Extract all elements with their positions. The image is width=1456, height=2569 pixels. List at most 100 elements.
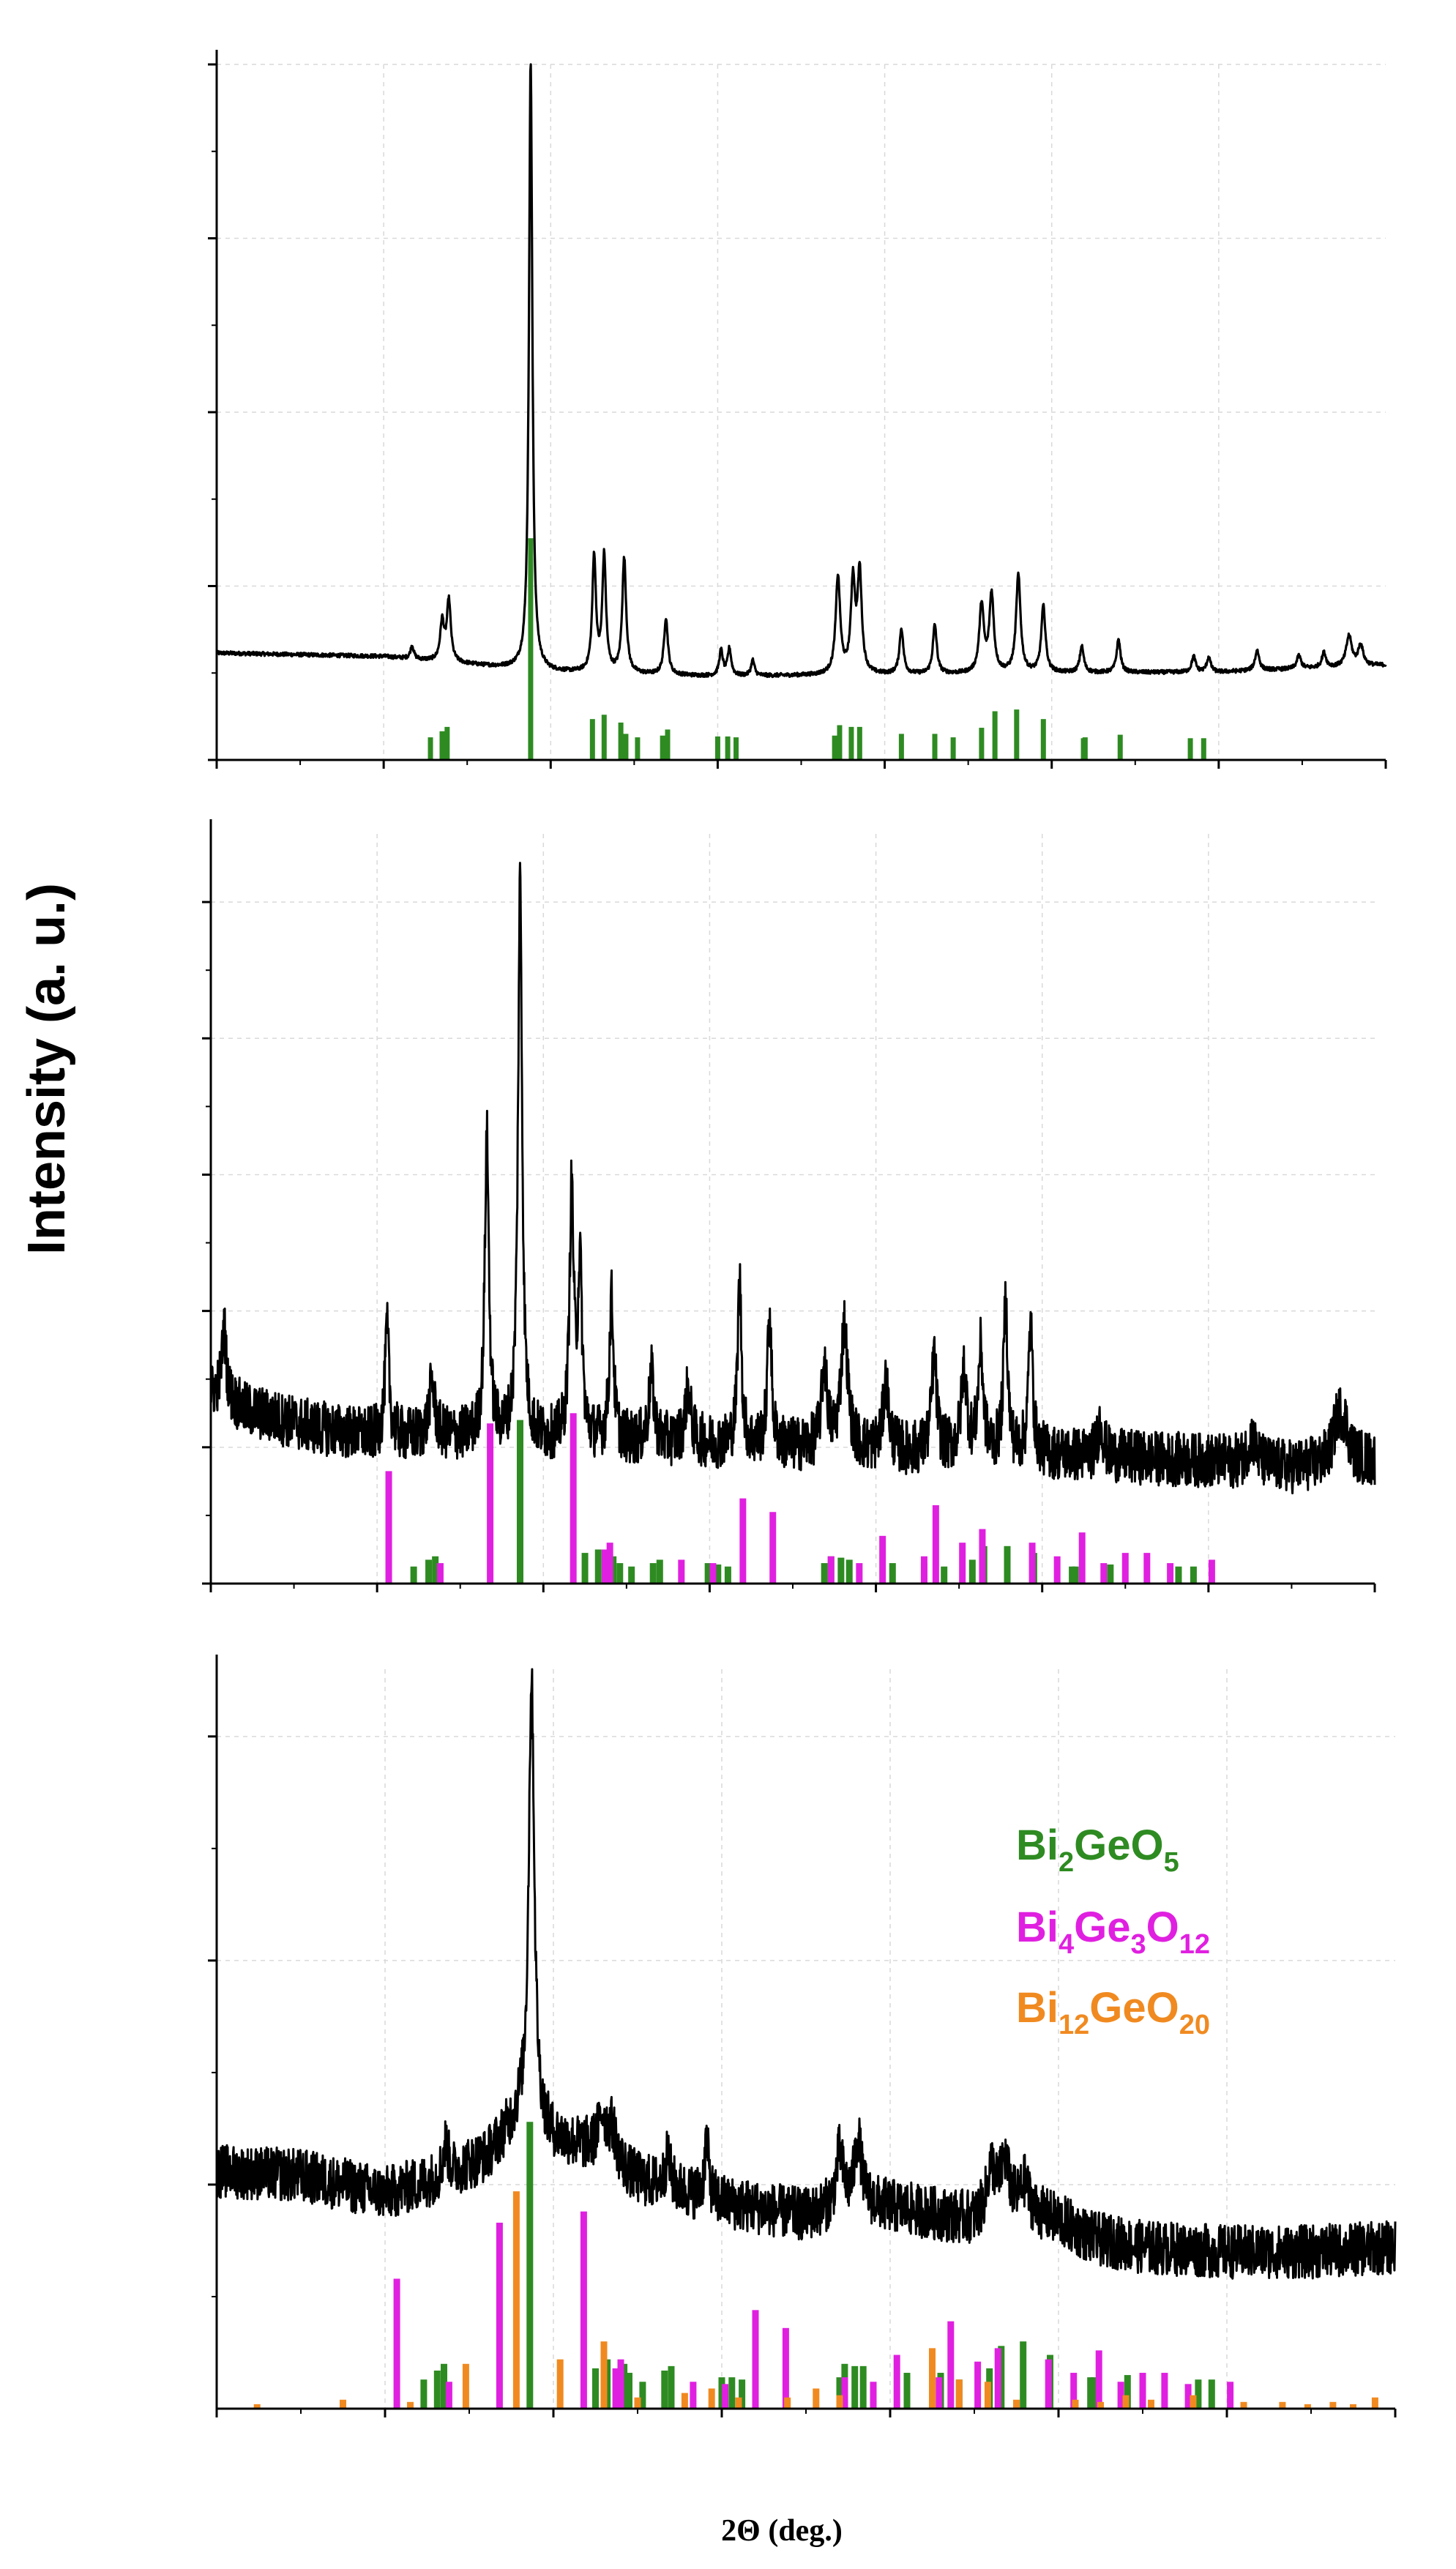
ref-bar-Bi12GeO20 <box>735 2397 742 2409</box>
reference-Bi12GeO20 <box>253 2191 1378 2409</box>
ref-bar-Bi4Ge3O12 <box>1070 2373 1078 2409</box>
ref-bar-Bi2GeO5 <box>441 2363 447 2409</box>
ref-bar-Bi12GeO20 <box>929 2348 936 2409</box>
ref-bar-Bi2GeO5 <box>836 2377 843 2409</box>
ref-bar-Bi4Ge3O12 <box>487 1423 494 1584</box>
ref-bar-Bi2GeO5 <box>1187 738 1193 760</box>
ref-bar-Bi2GeO5 <box>739 2379 746 2409</box>
ref-bar-Bi12GeO20 <box>784 2397 791 2409</box>
ref-bar-Bi2GeO5 <box>639 2382 646 2409</box>
ref-bar-Bi4Ge3O12 <box>709 1563 717 1584</box>
ref-bar-Bi2GeO5 <box>626 2373 632 2409</box>
ref-bar-Bi12GeO20 <box>253 2404 261 2409</box>
ref-bar-Bi2GeO5 <box>610 1556 617 1584</box>
ref-bar-Bi2GeO5 <box>604 2359 611 2409</box>
legend-subscript: 3 <box>1131 1929 1146 1960</box>
ref-bar-Bi2GeO5 <box>998 2346 1005 2409</box>
ref-bar-Bi4Ge3O12 <box>841 2377 848 2409</box>
ref-bar-Bi4Ge3O12 <box>617 2359 624 2409</box>
ref-bar-Bi12GeO20 <box>340 2399 346 2409</box>
ref-bar-Bi2GeO5 <box>856 726 862 760</box>
ref-bar-Bi2GeO5 <box>410 1566 417 1584</box>
ref-bar-Bi2GeO5 <box>656 1559 663 1584</box>
ref-bar-Bi2GeO5 <box>1195 2379 1202 2409</box>
panel-2 <box>208 1655 1397 2417</box>
ref-bar-Bi4Ge3O12 <box>1028 1543 1036 1584</box>
ref-bar-Bi12GeO20 <box>1240 2401 1247 2409</box>
ref-bar-Bi2GeO5 <box>714 1564 722 1584</box>
ref-bar-Bi2GeO5 <box>1175 1566 1182 1584</box>
ref-bar-Bi2GeO5 <box>1014 709 1020 760</box>
ref-bar-Bi12GeO20 <box>1190 2395 1197 2409</box>
ref-bar-Bi12GeO20 <box>512 2191 520 2409</box>
ref-bar-Bi2GeO5 <box>718 2377 725 2409</box>
ref-bar-Bi2GeO5 <box>665 729 671 760</box>
ref-bar-Bi12GeO20 <box>1013 2399 1020 2409</box>
ref-bar-Bi2GeO5 <box>1124 2375 1131 2409</box>
ref-bar-Bi2GeO5 <box>968 1559 976 1584</box>
panel-1 <box>202 819 1376 1592</box>
ref-bar-Bi12GeO20 <box>600 2341 608 2409</box>
ref-bar-Bi2GeO5 <box>821 1563 828 1584</box>
ref-bar-Bi12GeO20 <box>1122 2395 1130 2409</box>
ref-bar-Bi2GeO5 <box>932 734 938 760</box>
reference-Bi4Ge3O12 <box>393 2211 1234 2409</box>
legend-subscript: 5 <box>1164 1847 1179 1878</box>
ref-bar-Bi2GeO5 <box>889 1563 896 1584</box>
ref-bar-Bi2GeO5 <box>649 1563 657 1584</box>
ref-bar-Bi2GeO5 <box>725 736 731 760</box>
ref-bar-Bi2GeO5 <box>444 726 450 760</box>
panel-0 <box>208 50 1387 769</box>
legend-subscript: 20 <box>1179 2010 1210 2040</box>
ref-bar-Bi2GeO5 <box>628 1566 635 1584</box>
reference-Bi4Ge3O12 <box>385 1413 1215 1584</box>
ref-bar-Bi4Ge3O12 <box>385 1471 392 1584</box>
ref-bar-Bi2GeO5 <box>428 737 433 760</box>
ref-bar-Bi2GeO5 <box>979 728 985 760</box>
ref-bar-Bi4Ge3O12 <box>1045 2359 1052 2409</box>
ref-bar-Bi2GeO5 <box>903 2373 911 2409</box>
ref-bar-Bi2GeO5 <box>594 1549 602 1584</box>
ref-bar-Bi2GeO5 <box>1069 1566 1076 1584</box>
ref-bar-Bi4Ge3O12 <box>947 2321 955 2409</box>
ref-bar-Bi2GeO5 <box>660 735 665 760</box>
ref-bar-Bi12GeO20 <box>1097 2401 1104 2409</box>
legend-text-part: GeO <box>1089 1984 1179 2032</box>
ref-bar-Bi4Ge3O12 <box>959 1543 966 1584</box>
ref-bar-Bi4Ge3O12 <box>739 1498 747 1584</box>
legend-entry: Bi12GeO20 <box>1016 1984 1210 2040</box>
ref-bar-Bi12GeO20 <box>813 2388 820 2409</box>
ref-bar-Bi4Ge3O12 <box>1095 2350 1102 2409</box>
ref-bar-Bi2GeO5 <box>1040 719 1046 760</box>
ref-bar-Bi2GeO5 <box>1090 2377 1097 2409</box>
ref-bar-Bi2GeO5 <box>714 736 720 760</box>
reference-Bi2GeO5 <box>428 538 1206 760</box>
ref-bar-Bi2GeO5 <box>704 1563 712 1584</box>
ref-bar-Bi4Ge3O12 <box>752 2310 759 2409</box>
ref-bar-Bi4Ge3O12 <box>606 1543 613 1584</box>
legend-subscript: 12 <box>1179 1929 1210 1960</box>
ref-bar-Bi12GeO20 <box>1072 2399 1079 2409</box>
ref-bar-Bi4Ge3O12 <box>436 1563 444 1584</box>
ref-bar-Bi2GeO5 <box>848 726 854 760</box>
ref-bar-Bi12GeO20 <box>1304 2404 1311 2409</box>
ref-bar-Bi2GeO5 <box>733 737 739 760</box>
ref-bar-Bi2GeO5 <box>1072 1566 1079 1584</box>
legend-text-part: Bi <box>1016 1984 1059 2032</box>
ref-bar-Bi2GeO5 <box>859 2365 867 2409</box>
ref-bar-Bi4Ge3O12 <box>580 2211 587 2409</box>
ref-bar-Bi2GeO5 <box>1107 1564 1114 1584</box>
ref-bar-Bi2GeO5 <box>618 722 624 760</box>
ref-bar-Bi4Ge3O12 <box>690 2382 697 2409</box>
ref-bar-Bi2GeO5 <box>616 1563 624 1584</box>
ref-bar-Bi2GeO5 <box>528 538 534 760</box>
ref-bar-Bi12GeO20 <box>462 2363 469 2409</box>
ref-bar-Bi12GeO20 <box>556 2359 564 2409</box>
ref-bar-Bi2GeO5 <box>581 1553 589 1584</box>
ref-bar-Bi2GeO5 <box>1087 2377 1094 2409</box>
ref-bar-Bi4Ge3O12 <box>1139 2373 1146 2409</box>
ref-bar-Bi2GeO5 <box>621 2363 628 2409</box>
ref-bar-Bi2GeO5 <box>837 1557 845 1584</box>
ref-bar-Bi2GeO5 <box>623 734 629 760</box>
legend-text-part: Bi <box>1016 1822 1059 1869</box>
